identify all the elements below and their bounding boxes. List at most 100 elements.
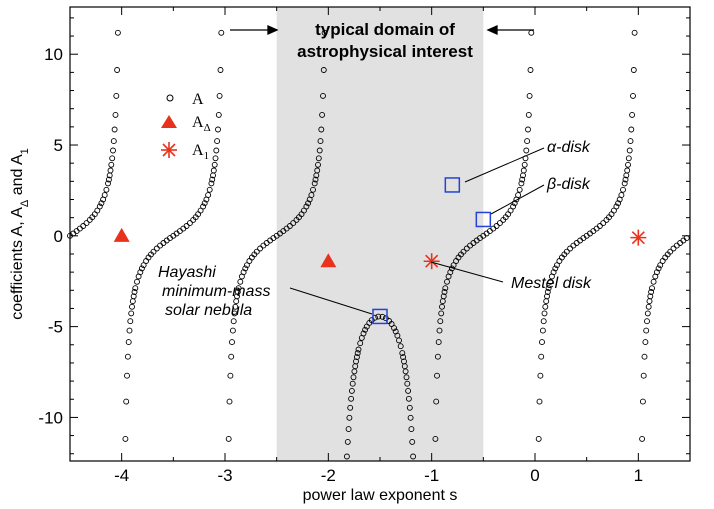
point-a <box>646 304 651 309</box>
point-a <box>113 112 118 117</box>
point-a <box>261 243 266 248</box>
point-a <box>226 436 231 441</box>
point-a <box>144 259 149 264</box>
point-a <box>111 139 116 144</box>
point-a <box>125 354 130 359</box>
x-tick-label: 1 <box>634 466 643 485</box>
point-a <box>207 187 212 192</box>
point-a <box>123 436 128 441</box>
point-a <box>627 148 632 153</box>
x-tick-label: -4 <box>114 466 129 485</box>
point-a <box>231 319 236 324</box>
point-a <box>539 354 544 359</box>
point-a1 <box>424 253 440 269</box>
point-a <box>125 373 130 378</box>
svg-text:β-disk: β-disk <box>546 176 591 193</box>
point-a <box>642 354 647 359</box>
y-axis-label-main: coefficients A, A <box>9 207 26 320</box>
x-tick-label: -1 <box>424 466 439 485</box>
shaded-domain-region <box>277 7 484 461</box>
point-a <box>630 112 635 117</box>
point-a <box>525 139 530 144</box>
point-a <box>81 224 86 229</box>
point-a <box>521 168 526 173</box>
point-a <box>643 340 648 345</box>
point-a <box>574 241 579 246</box>
svg-text:α-disk: α-disk <box>547 139 591 156</box>
point-a <box>541 319 546 324</box>
svg-text:Hayashi: Hayashi <box>158 264 216 281</box>
point-a <box>126 340 131 345</box>
point-a <box>108 168 113 173</box>
point-a <box>218 68 223 73</box>
y-axis-label-sub2: 1 <box>19 148 31 154</box>
point-a <box>625 168 630 173</box>
legend-text-a: A <box>192 91 204 108</box>
y-tick-label: 5 <box>54 136 63 155</box>
point-a <box>644 328 649 333</box>
point-a <box>258 246 263 251</box>
y-axis-label: coefficients A, AΔ and A1 <box>9 148 31 320</box>
point-a <box>206 193 211 198</box>
point-a <box>645 319 650 324</box>
point-a <box>526 127 531 132</box>
legend-symbol-asterisk <box>161 142 177 158</box>
annotation-beta-disk: β-disk <box>491 176 591 214</box>
point-a <box>660 259 665 264</box>
point-a <box>181 226 186 231</box>
point-a <box>629 127 634 132</box>
point-a <box>217 93 222 98</box>
point-a <box>112 127 117 132</box>
point-a <box>651 279 656 284</box>
domain-label-line1: typical domain of <box>315 20 455 39</box>
point-a <box>127 328 132 333</box>
point-a <box>230 328 235 333</box>
point-a <box>130 304 135 309</box>
point-a <box>645 311 650 316</box>
point-a <box>102 193 107 198</box>
point-a <box>640 399 645 404</box>
point-a <box>216 127 221 132</box>
legend-symbol-triangle <box>161 115 177 128</box>
legend-text-a1: A1 <box>192 142 209 162</box>
point-a <box>528 68 533 73</box>
point-a <box>227 399 232 404</box>
point-a <box>597 224 602 229</box>
point-a <box>213 156 218 161</box>
point-a <box>542 311 547 316</box>
point-a <box>647 299 652 304</box>
point-a <box>154 246 159 251</box>
point-a <box>540 328 545 333</box>
point-a-delta <box>114 228 130 242</box>
point-a <box>516 193 521 198</box>
point-a <box>110 156 115 161</box>
point-a <box>158 243 163 248</box>
point-a <box>536 436 541 441</box>
point-a <box>537 399 542 404</box>
point-a <box>568 246 573 251</box>
point-a <box>247 259 252 264</box>
point-a <box>632 30 637 35</box>
point-a <box>526 112 531 117</box>
point-a <box>674 243 679 248</box>
point-a <box>628 139 633 144</box>
legend-symbol-circle <box>167 95 173 101</box>
point-a <box>115 68 120 73</box>
point-a <box>230 340 235 345</box>
point-a <box>631 68 636 73</box>
point-a <box>215 139 220 144</box>
point-a <box>529 30 534 35</box>
point-a <box>111 148 116 153</box>
point-a <box>216 112 221 117</box>
legend: A AΔ A1 <box>161 91 211 162</box>
point-a <box>522 162 527 167</box>
point-a <box>115 30 120 35</box>
point-a <box>214 148 219 153</box>
point-a <box>491 226 496 231</box>
point-a <box>109 162 114 167</box>
point-a <box>124 399 129 404</box>
point-a <box>631 93 636 98</box>
point-a <box>527 93 532 98</box>
point-a <box>621 187 626 192</box>
point-a <box>184 224 189 229</box>
